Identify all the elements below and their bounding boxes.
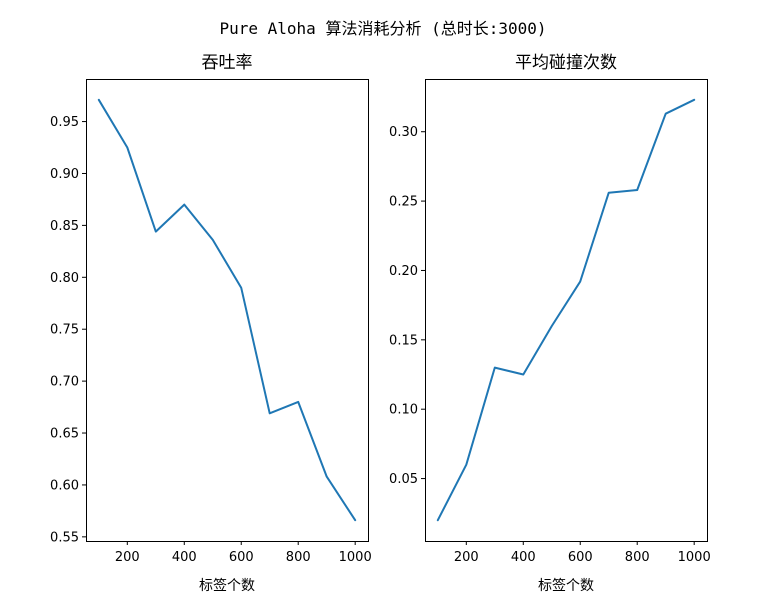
throughput-chart-xtick-label: 400 [172, 550, 197, 565]
throughput-chart-title: 吞吐率 [202, 53, 253, 73]
collision-chart-xtick-label: 600 [568, 550, 593, 565]
throughput-chart-ytick-label: 0.85 [50, 219, 79, 234]
throughput-chart-ytick-label: 0.80 [50, 271, 79, 286]
collision-chart-ytick-label: 0.30 [389, 125, 418, 140]
throughput-chart-ytick-label: 0.55 [50, 530, 79, 545]
throughput-chart-xtick-label: 200 [115, 550, 140, 565]
throughput-chart-ytick-label: 0.95 [50, 115, 79, 130]
collision-chart-xtick-label: 200 [454, 550, 479, 565]
collision-chart: 平均碰撞次数 标签个数 200 400 600 800 1000 0.05 0.10 0.15… [389, 53, 711, 594]
throughput-chart-xtick-label: 600 [229, 550, 254, 565]
throughput-chart-ytick-label: 0.70 [50, 375, 79, 390]
collision-chart-xtick-label: 800 [625, 550, 650, 565]
collision-chart-xlabel: 标签个数 [538, 577, 594, 594]
collision-chart-marks: 200 400 600 800 1000 0.05 0.10 0.15 0.20 0.25 0.30 [389, 79, 711, 565]
throughput-chart-ytick-label: 0.65 [50, 427, 79, 442]
throughput-chart: 吞吐率 标签个数 200 400 600 800 1000 0.55 0.60 0.65 0.7… [50, 53, 372, 594]
collision-chart-ytick-label: 0.15 [389, 333, 418, 348]
collision-chart-axes-frame [425, 79, 708, 542]
throughput-chart-ytick-label: 0.60 [50, 478, 79, 493]
collision-chart-xtick-label: 400 [511, 550, 536, 565]
throughput-chart-xlabel: 标签个数 [199, 577, 255, 594]
throughput-chart-axes-frame [86, 79, 369, 542]
collision-chart-ytick-label: 0.20 [389, 264, 418, 279]
collision-chart-series-line [436, 98, 696, 522]
throughput-chart-xtick-label: 800 [286, 550, 311, 565]
throughput-chart-series-line [97, 98, 357, 522]
throughput-chart-xtick-label: 1000 [339, 550, 372, 565]
collision-chart-title: 平均碰撞次数 [515, 53, 617, 73]
collision-chart-xtick-label: 1000 [678, 550, 711, 565]
throughput-chart-ytick-label: 0.90 [50, 167, 79, 182]
figure-suptitle: Pure Aloha 算法消耗分析 (总时长:3000) [219, 19, 546, 38]
throughput-chart-marks: 200 400 600 800 1000 0.55 0.60 0.65 0.70 0.75 0.80… [50, 79, 372, 565]
collision-chart-ytick-label: 0.10 [389, 403, 418, 418]
collision-chart-ytick-label: 0.05 [389, 472, 418, 487]
collision-chart-ytick-label: 0.25 [389, 195, 418, 210]
throughput-chart-ytick-label: 0.75 [50, 323, 79, 338]
